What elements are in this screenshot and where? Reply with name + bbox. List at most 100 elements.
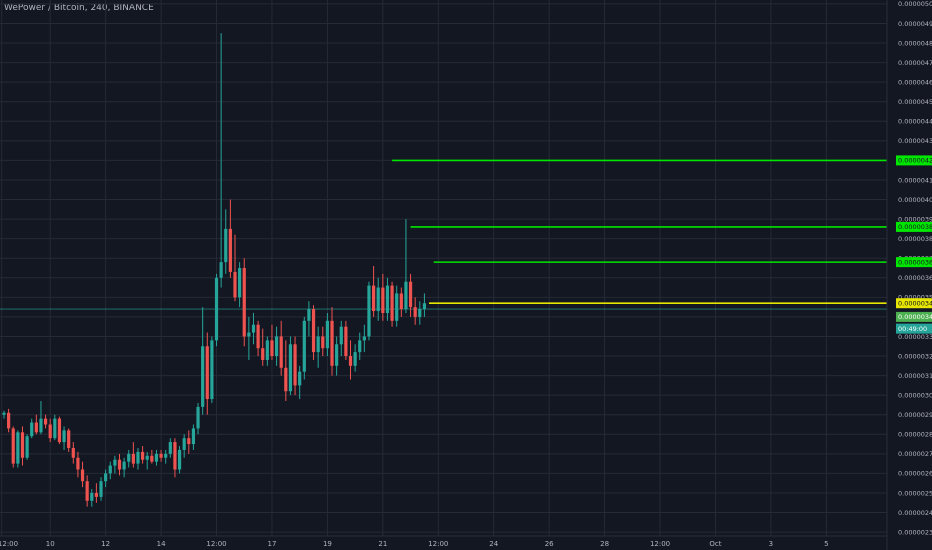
candle-body [298,371,302,386]
candle [34,414,38,435]
x-tick-label: 12:00 [428,540,448,548]
time-axis[interactable]: 12:00 10 12 14 12:00 17 19 21 12:00 24 26 28 12:00 Oc… [0,540,829,548]
candle-body [187,438,191,445]
x-tick-label: 3 [769,540,773,548]
candle-body [330,320,334,366]
candle [219,33,223,288]
candle [11,426,15,468]
candle-body [177,449,182,470]
candle-body [219,262,223,278]
candle-body [25,436,29,458]
candle-body [76,457,80,470]
candle-body [238,268,242,298]
candle-body [57,418,62,443]
candle-body [261,348,265,360]
candle [164,449,168,464]
candle-body [395,293,399,321]
candle [339,320,343,357]
candle [238,262,242,308]
candle-body [302,320,306,372]
candle-body [62,430,66,443]
x-tick-label: 21 [378,540,387,548]
candle-body [265,340,269,360]
candle [182,434,186,458]
candle-body [113,459,117,466]
candle [141,446,145,464]
candle-body [16,432,20,464]
candle-body [7,412,11,429]
candle-body [256,324,260,349]
candle-body [376,287,380,312]
candle-body [108,465,112,474]
candle [404,219,408,313]
candle [150,449,154,464]
candle [80,461,85,488]
candle [53,414,57,441]
candle [330,307,334,376]
candle-body [422,303,427,310]
price-tag-label: 0.00000368 [898,258,932,266]
candle-body [293,344,297,386]
candle [385,277,390,321]
x-tick-label: 5 [824,540,828,548]
candle-body [372,285,376,312]
candle [247,316,251,360]
candle [422,293,427,317]
candle [358,332,362,360]
candle-body [418,309,422,317]
candle [108,461,112,480]
candle-body [274,336,279,357]
candle-body [99,481,103,497]
candle-body [182,438,186,450]
candle [159,449,163,462]
candle [85,475,89,507]
candle [413,297,417,325]
candle-body [48,424,52,439]
x-tick-label: 14 [157,540,166,548]
price-tag-box [896,257,932,268]
candle [76,451,80,478]
candle [390,281,394,327]
candle-body [43,418,48,425]
candle [67,428,71,452]
candle [48,418,52,443]
candle-body [39,418,43,433]
candle-body [104,473,108,482]
candle-body [136,451,140,464]
candle-body [251,324,256,333]
horizontal-levels [0,159,887,310]
x-tick-label: 26 [545,540,554,548]
candle [173,438,177,478]
candle [39,401,43,435]
x-tick-label: 28 [600,540,609,548]
candle [251,312,256,345]
candle-body [339,326,343,345]
candle-body [164,453,168,458]
price-tag-box [896,221,932,232]
candle [344,320,348,360]
candle [242,258,246,347]
candle-body [288,344,293,392]
candle-body [279,336,283,368]
x-tick-label: 24 [489,540,498,548]
candle [381,273,385,321]
x-tick-label: 12 [101,540,110,548]
candle-body [53,418,57,439]
candle-body [11,428,15,464]
candle [372,266,376,317]
candle-body [210,340,214,400]
candle [395,285,399,327]
